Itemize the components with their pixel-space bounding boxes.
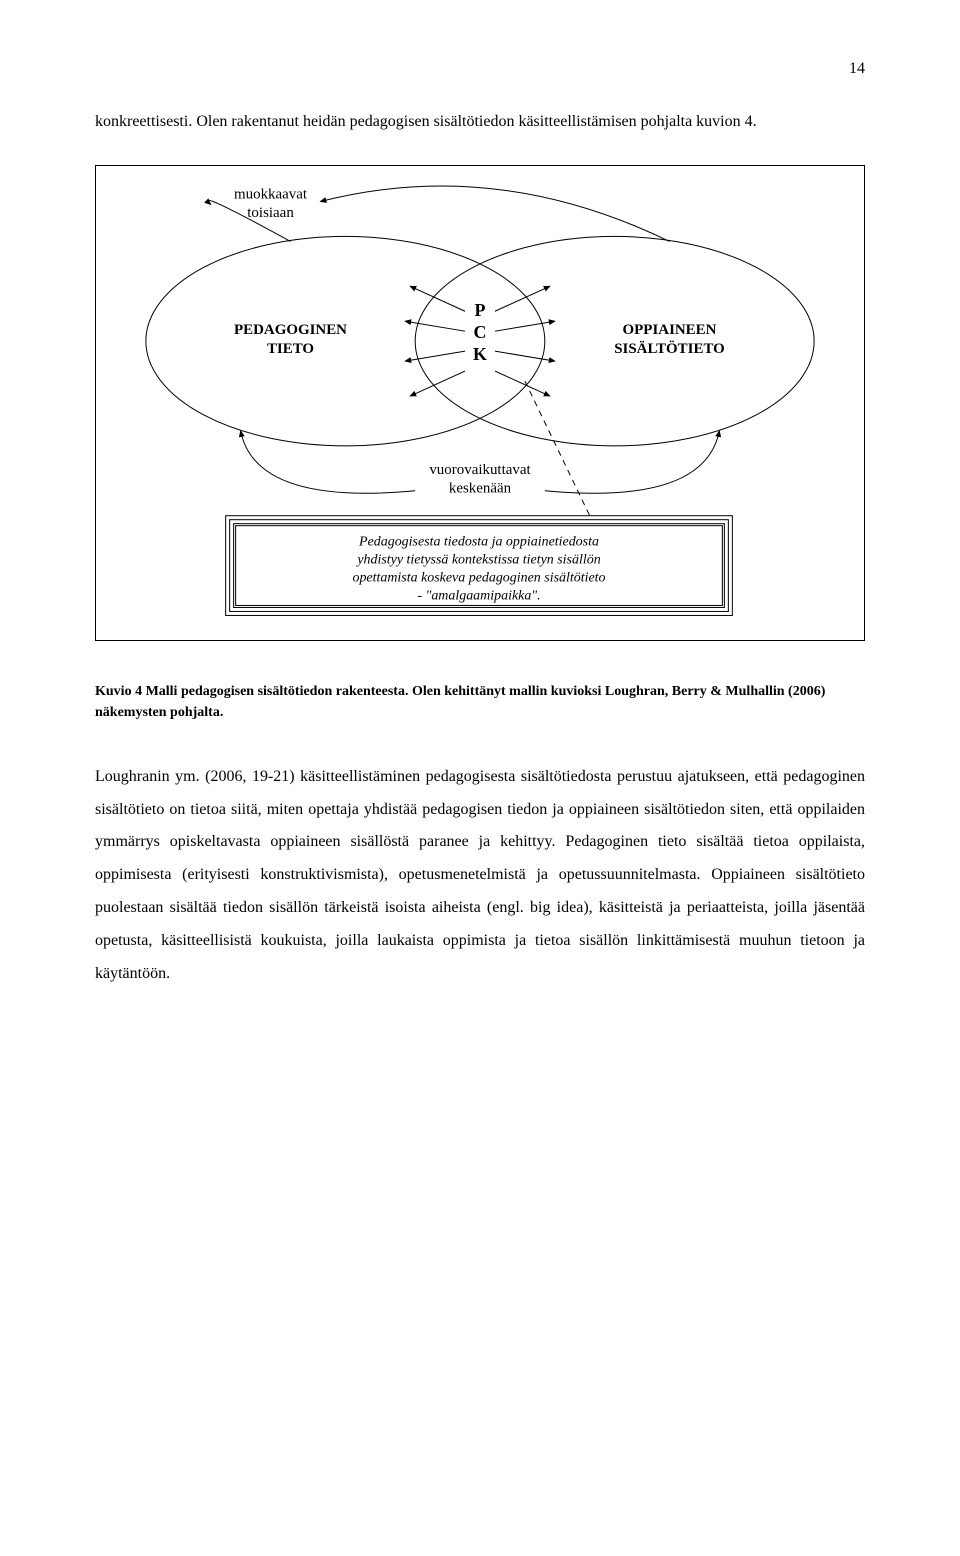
svg-text:PCK: PCK	[473, 300, 487, 364]
diagram-svg: muokkaavattoisiaan PEDAGOGINENTIETO OPPIAI…	[96, 166, 864, 640]
svg-text:OPPIAINEENSISÄLTÖTIETO: OPPIAINEENSISÄLTÖTIETO	[614, 322, 725, 357]
diagram-frame: muokkaavattoisiaan PEDAGOGINENTIETO OPPIAI…	[95, 165, 865, 641]
svg-text:PEDAGOGINENTIETO: PEDAGOGINENTIETO	[234, 322, 347, 357]
page-number: 14	[95, 60, 865, 78]
page-container: 14 konkreettisesti. Olen rakentanut heid…	[0, 0, 960, 1076]
intro-paragraph: konkreettisesti. Olen rakentanut heidän …	[95, 106, 865, 139]
svg-text:vuorovaikuttavatkeskenään: vuorovaikuttavatkeskenään	[429, 462, 531, 497]
body-paragraph: Loughranin ym. (2006, 19-21) käsitteelli…	[95, 761, 865, 991]
svg-text:muokkaavattoisiaan: muokkaavattoisiaan	[234, 186, 308, 221]
figure-caption: Kuvio 4 Malli pedagogisen sisältötiedon …	[95, 681, 865, 723]
